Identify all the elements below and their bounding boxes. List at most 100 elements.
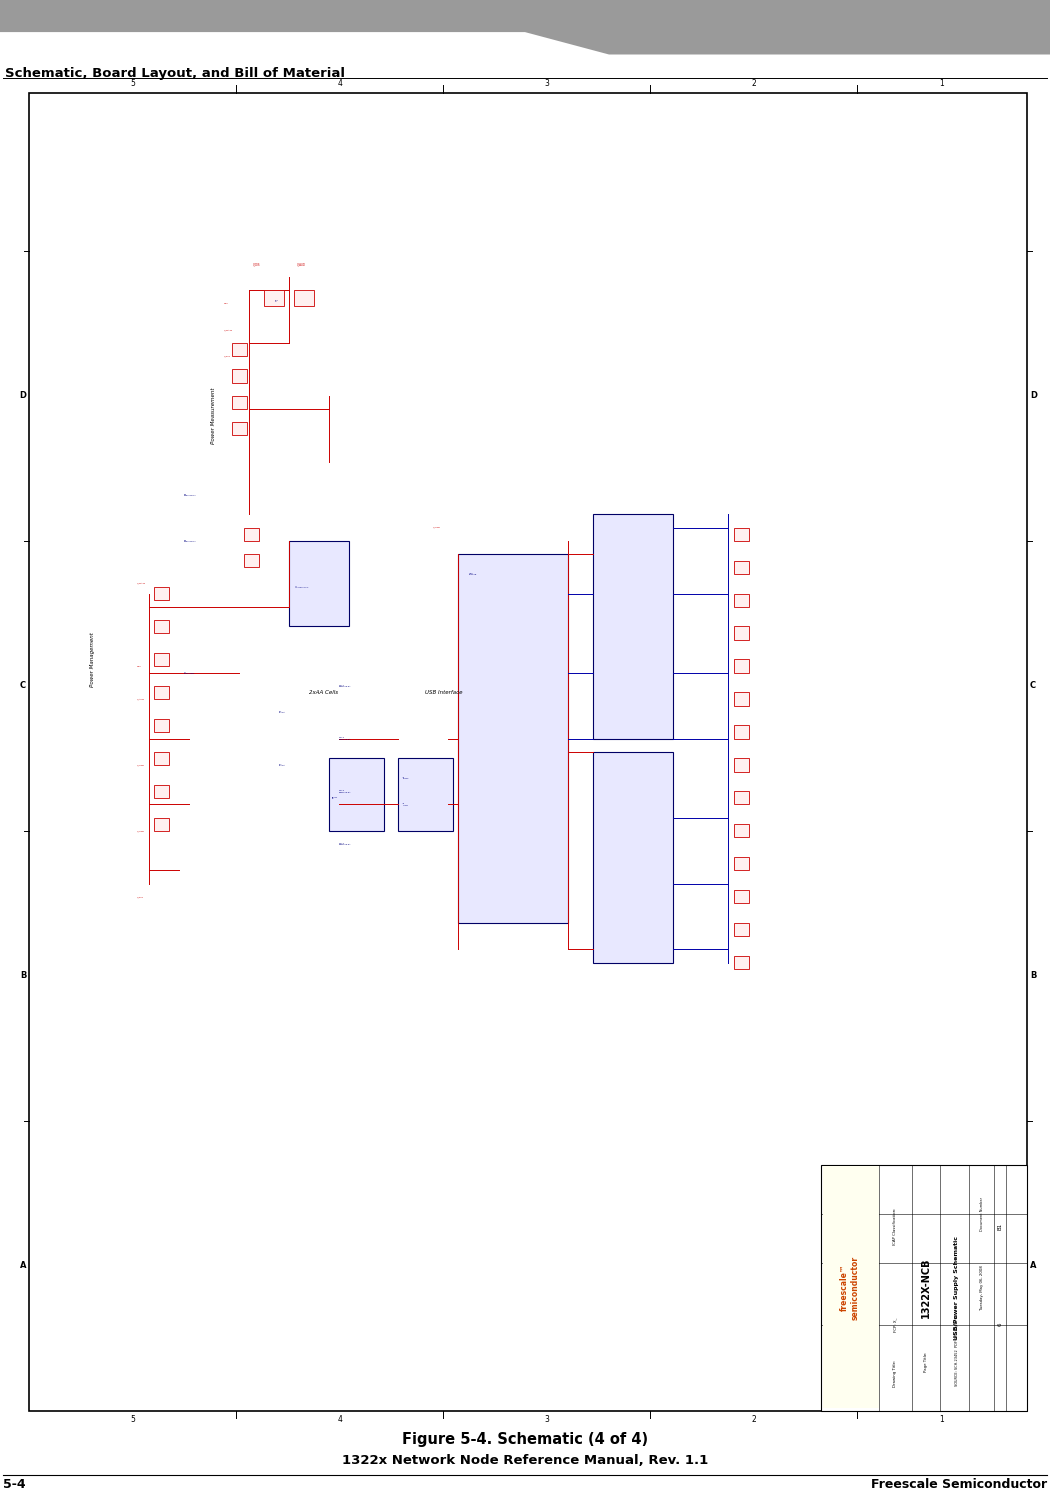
Text: USB Interface: USB Interface <box>424 690 462 694</box>
Bar <box>154 785 169 797</box>
Bar <box>734 824 749 838</box>
Text: 5: 5 <box>130 79 135 88</box>
Text: V_USB: V_USB <box>434 527 441 529</box>
Bar <box>734 791 749 805</box>
Text: Q1
ZXM61P02F: Q1 ZXM61P02F <box>184 672 195 673</box>
Bar <box>734 660 749 673</box>
Text: B: B <box>20 972 26 981</box>
Bar <box>458 554 568 923</box>
Text: USB/Power Supply Schematic: USB/Power Supply Schematic <box>954 1236 960 1339</box>
Text: U10
FT232R: U10 FT232R <box>468 573 477 575</box>
Text: V_DIS: V_DIS <box>253 261 260 266</box>
Bar <box>154 685 169 699</box>
Polygon shape <box>0 0 1050 55</box>
Text: SW7-2
MFP461N-RA: SW7-2 MFP461N-RA <box>338 738 351 739</box>
Text: 2: 2 <box>751 79 756 88</box>
Text: SW7-3
MFP461N-RA: SW7-3 MFP461N-RA <box>338 790 351 793</box>
Text: V_AUD: V_AUD <box>138 699 145 700</box>
Text: C: C <box>1030 681 1036 690</box>
Text: SW7-4
MFP461N-RA: SW7-4 MFP461N-RA <box>338 842 351 845</box>
Text: A: A <box>1030 1262 1036 1271</box>
Bar <box>244 527 258 540</box>
Bar <box>289 540 349 627</box>
Bar <box>399 758 454 830</box>
Bar <box>734 527 749 540</box>
Bar <box>734 857 749 870</box>
Text: D: D <box>1030 391 1037 400</box>
Bar <box>232 369 247 382</box>
Text: 3: 3 <box>544 1415 549 1424</box>
Bar <box>232 423 247 436</box>
Text: BC124
62: BC124 62 <box>332 797 338 799</box>
Bar <box>29 93 1027 1411</box>
Text: 1322x Network Node Reference Manual, Rev. 1.1: 1322x Network Node Reference Manual, Rev… <box>342 1454 708 1466</box>
Text: SW7-1
MFP461N-RA: SW7-1 MFP461N-RA <box>338 685 351 687</box>
Text: V_DIS: V_DIS <box>224 355 231 357</box>
Bar <box>244 554 258 567</box>
Bar <box>294 290 314 306</box>
Text: V_DIS: V_DIS <box>138 896 144 897</box>
Text: FCP: X_: FCP: X_ <box>894 1317 897 1332</box>
Bar <box>232 343 247 357</box>
Text: Figure 5-4. Schematic (4 of 4): Figure 5-4. Schematic (4 of 4) <box>402 1432 648 1447</box>
Text: ICAP Classification:: ICAP Classification: <box>894 1208 897 1245</box>
Text: V_USB: V_USB <box>138 830 145 832</box>
Text: SOURCE: SCH-23452  PDF: SPF-23452 B1: SOURCE: SCH-23452 PDF: SPF-23452 B1 <box>954 1312 959 1386</box>
Bar <box>734 758 749 772</box>
Text: Power Measurement: Power Measurement <box>211 387 216 443</box>
Text: Power Management: Power Management <box>89 632 94 687</box>
Bar <box>823 1166 879 1408</box>
Bar <box>734 627 749 639</box>
Text: Schematic, Board Layout, and Bill of Material: Schematic, Board Layout, and Bill of Mat… <box>5 67 345 81</box>
Bar <box>734 594 749 606</box>
Text: V_MAIN: V_MAIN <box>224 328 233 331</box>
Text: RT2
500mA: RT2 500mA <box>279 764 286 766</box>
Text: Tuesday, May 06, 2008: Tuesday, May 06, 2008 <box>980 1265 984 1311</box>
Bar <box>734 693 749 706</box>
Text: 5: 5 <box>130 1415 135 1424</box>
Text: freescale™
semiconductor: freescale™ semiconductor <box>840 1256 860 1320</box>
Text: V_AUD: V_AUD <box>297 261 306 266</box>
Bar <box>734 923 749 936</box>
Text: R68
0R: R68 0R <box>275 300 278 302</box>
Bar <box>734 726 749 739</box>
Text: 1322X-NCB: 1322X-NCB <box>921 1257 931 1318</box>
Text: 6: 6 <box>998 1323 1003 1326</box>
Bar <box>593 752 673 963</box>
Text: U9
LT1129CST-3.3: U9 LT1129CST-3.3 <box>295 585 309 588</box>
Bar <box>154 718 169 732</box>
Bar <box>154 818 169 830</box>
Bar <box>593 515 673 739</box>
Text: 5-4: 5-4 <box>3 1478 26 1490</box>
Bar <box>154 620 169 633</box>
Text: D9
MBR0520LT1: D9 MBR0520LT1 <box>184 539 196 542</box>
Bar <box>734 890 749 903</box>
Bar <box>154 652 169 666</box>
Text: J5
DJ-005: J5 DJ-005 <box>402 776 408 779</box>
Text: B1: B1 <box>998 1223 1003 1230</box>
Text: B: B <box>1030 972 1036 981</box>
Text: J6
USB-B: J6 USB-B <box>402 803 408 806</box>
Text: 4: 4 <box>337 1415 342 1424</box>
Text: D8
MBR0520LT1: D8 MBR0520LT1 <box>184 494 196 496</box>
Text: 1: 1 <box>940 79 944 88</box>
Bar <box>264 290 284 306</box>
Text: 2: 2 <box>751 1415 756 1424</box>
Bar <box>154 587 169 600</box>
Text: C: C <box>20 681 26 690</box>
Bar <box>734 560 749 573</box>
Text: 3: 3 <box>544 79 549 88</box>
Text: Page Title:: Page Title: <box>924 1351 928 1372</box>
Text: 4: 4 <box>337 79 342 88</box>
Text: D: D <box>19 391 26 400</box>
Bar <box>734 956 749 969</box>
Bar <box>821 1165 1027 1411</box>
Bar <box>329 758 383 830</box>
Text: V_MAIN: V_MAIN <box>138 582 146 584</box>
Text: Freescale Semiconductor: Freescale Semiconductor <box>870 1478 1047 1490</box>
Text: A: A <box>20 1262 26 1271</box>
Text: Drawing Title:: Drawing Title: <box>894 1360 897 1387</box>
Text: Document Number: Document Number <box>980 1197 984 1230</box>
Text: RT1
500mA: RT1 500mA <box>279 711 286 714</box>
Text: 2xAA Cells: 2xAA Cells <box>309 690 338 694</box>
